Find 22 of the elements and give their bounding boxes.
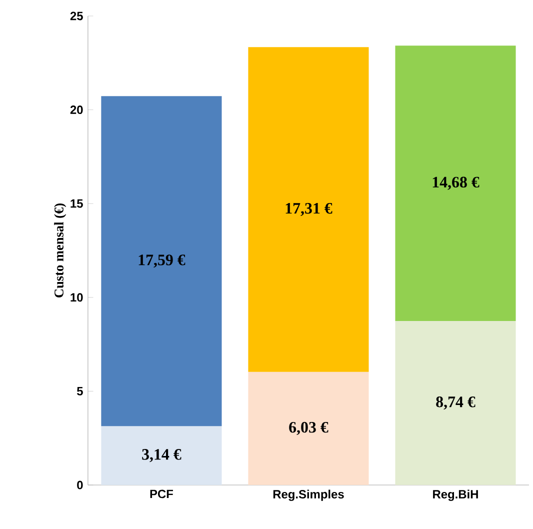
y-tick-label: 25 [70,12,83,20]
y-axis-title: Custo mensal (€) [54,204,66,298]
bar [101,96,222,426]
bar [248,47,369,372]
data-label: 17,31 € [286,203,332,216]
y-tick-label: 20 [70,106,83,114]
x-tick-label: Reg.Simples [273,490,344,501]
x-tick-label: Reg.BiH [433,490,478,501]
bar [248,372,369,486]
bar [395,46,516,322]
y-tick-label: 15 [70,199,83,208]
bar [395,321,516,486]
data-label: 14,68 € [432,176,480,190]
data-label: 3,14 € [142,449,182,462]
y-tick-label: 10 [70,293,83,302]
y-tick-label: 0 [77,480,83,490]
y-tick-label: 5 [76,387,83,396]
data-label: 6,03 € [289,422,328,435]
data-label: 8,74 € [436,396,476,410]
bar [101,426,222,486]
data-label: 17,59 € [138,254,186,268]
x-tick-label: PCF [150,490,173,498]
